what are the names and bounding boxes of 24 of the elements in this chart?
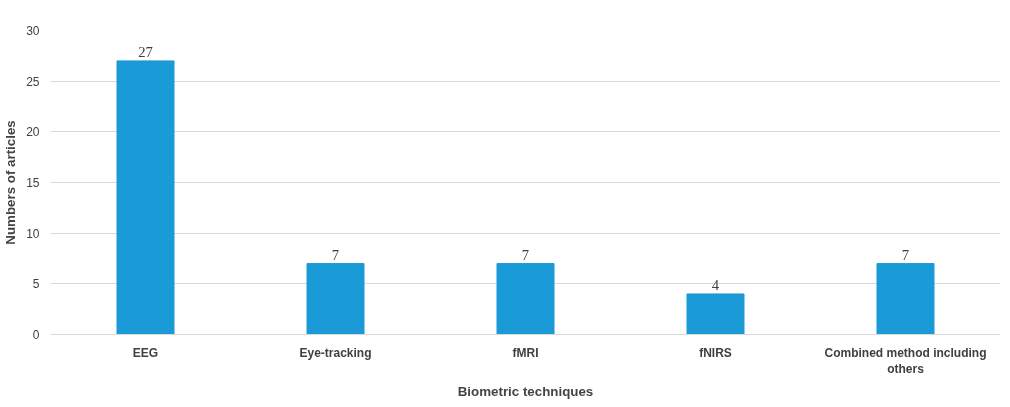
data-label: 7 (521, 246, 530, 263)
y-tick-label: 20 (26, 125, 40, 140)
bar (116, 60, 175, 335)
data-label: 7 (901, 246, 910, 263)
y-tick-label: 15 (26, 176, 40, 190)
bar (496, 263, 555, 335)
x-tick-label: Combined method including others (824, 345, 987, 377)
data-label: 7 (331, 246, 340, 263)
bar (876, 263, 935, 335)
y-tick-label: 25 (26, 74, 40, 89)
y-tick-label: 30 (26, 24, 40, 38)
x-tick-label: fNIRS (699, 345, 732, 360)
y-axis-title: Numbers of articles (3, 120, 19, 245)
y-tick-label: 10 (26, 226, 40, 241)
bar (306, 263, 365, 335)
y-tick-label: 5 (32, 277, 40, 292)
data-label: 4 (711, 276, 720, 293)
x-axis-title: Biometric techniques (457, 384, 594, 400)
bar (686, 293, 745, 335)
y-tick-label: 0 (32, 328, 40, 342)
x-tick-label: EEG (132, 345, 159, 360)
x-tick-label: fMRI (512, 345, 539, 360)
data-label: 27 (138, 43, 153, 60)
x-tick-label: Eye-tracking (299, 345, 372, 360)
